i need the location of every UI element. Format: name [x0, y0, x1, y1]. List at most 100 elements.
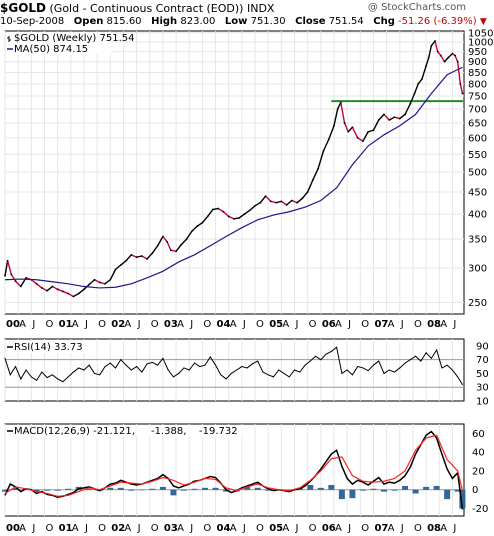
gold-price-segment [36, 283, 43, 289]
rsi-point [188, 369, 190, 371]
gold-price-point [367, 130, 370, 133]
date-top-axis-label: J [242, 319, 246, 330]
gold-price-segment [428, 45, 433, 58]
date-top-axis-label: A [72, 319, 79, 330]
gold-price-segment [73, 292, 80, 298]
gold-price-segment [109, 269, 117, 281]
stockcharts-watermark: @ StockCharts.com [367, 2, 466, 13]
gold-price-point [351, 126, 354, 129]
gold-price-point [56, 288, 59, 291]
gold-price-point [217, 207, 220, 210]
gold-price-segment [228, 215, 235, 220]
low-value: 751.30 [250, 16, 286, 27]
date-top-axis-label: A [440, 319, 447, 330]
date-top-axis-label: J [84, 319, 88, 330]
gold-price-segment [456, 61, 462, 84]
gold-price-point [377, 119, 380, 121]
gold-price-segment [201, 215, 209, 224]
rsi-point [399, 367, 401, 369]
macd-histogram-bar [444, 489, 451, 500]
macd-histogram-bar [223, 489, 230, 492]
gold-price-point [285, 204, 288, 206]
gold-price-point [383, 113, 385, 116]
rsi-point [436, 349, 438, 351]
date-bottom-axis-label: O [309, 523, 317, 534]
rsi-point [130, 369, 132, 371]
date-top-axis-label: 06 [322, 319, 336, 330]
gold-price-segment [307, 179, 314, 193]
gold-price-segment [175, 244, 182, 252]
gold-price-segment [430, 40, 436, 47]
macd-panel-frame [4, 423, 465, 517]
date-bottom-axis-label: A [19, 523, 26, 534]
gold-price-segment [180, 238, 188, 246]
price-y-tick-label: 850 [468, 68, 487, 79]
rsi-point [141, 371, 143, 373]
gold-price-segment [62, 290, 69, 295]
macd-signal-legend-value: -1.388, [151, 426, 186, 437]
date-bottom-axis-label: O [414, 523, 422, 534]
rsi-point [115, 367, 117, 369]
gold-price-point [25, 276, 27, 279]
macd-histogram-bar [433, 485, 440, 490]
rsi-point [346, 369, 348, 371]
macd-histogram-bar [138, 489, 145, 491]
rsi-point [157, 364, 159, 366]
gold-price-point [98, 281, 101, 284]
date-bottom-axis-label: 07 [374, 523, 388, 534]
macd-histogram-legend-value: -19.732 [199, 426, 238, 437]
rsi-point [225, 378, 227, 380]
date-bottom-axis-label: O [256, 523, 264, 534]
gold-price-point [456, 60, 459, 63]
price-y-tick-label: 800 [468, 79, 487, 90]
gold-price-point [333, 124, 335, 127]
date-bottom-axis-label: O [98, 523, 106, 534]
macd-histogram-bar [307, 485, 314, 490]
macd-histogram-bar [117, 487, 124, 490]
rsi-point [315, 355, 317, 357]
gold-price-segment [286, 199, 293, 206]
rsi-point [378, 360, 380, 362]
date-top-axis-label: A [124, 319, 131, 330]
gold-price-point [443, 60, 446, 63]
rsi-point [351, 374, 353, 376]
price-y-tick-label: 550 [468, 150, 487, 161]
date-top-axis-label: O [151, 319, 159, 330]
gold-price-point [290, 199, 293, 202]
gold-price-segment [4, 260, 9, 276]
gold-price-segment [417, 78, 423, 85]
gold-price-segment [141, 255, 148, 260]
rsi-point [241, 366, 243, 368]
gold-price-point [264, 195, 267, 198]
date-bottom-axis-label: O [361, 523, 369, 534]
gold-price-point [280, 200, 283, 203]
date-bottom-axis-label: J [347, 523, 351, 534]
down-arrow-icon: ▼ [479, 17, 487, 27]
low-label: Low [224, 16, 248, 27]
gold-price-point [185, 238, 188, 241]
gold-price-point [339, 101, 342, 104]
macd-histogram-bar [328, 485, 335, 490]
date-bottom-axis-label: J [31, 523, 35, 534]
date-bottom-axis-label: 03 [164, 523, 178, 534]
gold-price-segment [6, 260, 12, 275]
rsi-point [120, 359, 122, 361]
rsi-point [67, 376, 69, 378]
chg-label: Chg [373, 16, 395, 27]
gold-price-segment [88, 279, 95, 285]
date-top-axis-label: J [400, 319, 404, 330]
gold-price-point [425, 65, 428, 67]
rsi-y-tick-label: 70 [476, 355, 489, 366]
gold-price-segment [440, 55, 446, 63]
rsi-point [288, 376, 290, 378]
date-bottom-axis-label: 00 [6, 523, 20, 534]
price-y-tick-label: 700 [468, 104, 487, 115]
gold-price-point [269, 200, 272, 203]
rsi-point [362, 367, 364, 369]
gold-price-point [436, 50, 439, 53]
rsi-point [104, 366, 106, 368]
date-top-axis-label: O [309, 319, 317, 330]
gold-price-segment [46, 285, 53, 292]
gold-price-segment [291, 199, 298, 204]
rsi-point [167, 369, 169, 371]
